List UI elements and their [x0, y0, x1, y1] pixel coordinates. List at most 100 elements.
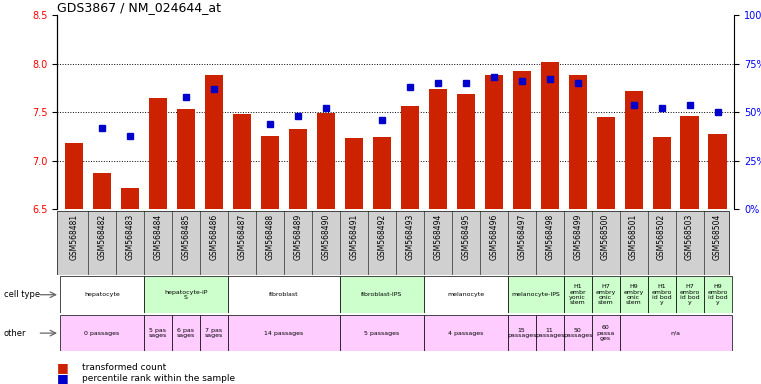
Text: GDS3867 / NM_024644_at: GDS3867 / NM_024644_at [57, 1, 221, 14]
Bar [148, 98, 167, 209]
Text: GSM568498: GSM568498 [545, 214, 554, 260]
Bar [513, 71, 530, 209]
Bar [652, 137, 670, 209]
FancyBboxPatch shape [564, 315, 591, 351]
Text: GSM568482: GSM568482 [97, 214, 107, 260]
Bar [597, 117, 615, 209]
Text: GSM568501: GSM568501 [629, 214, 638, 260]
Text: H7
embry
onic
stem: H7 embry onic stem [595, 284, 616, 305]
Bar [177, 109, 195, 209]
FancyBboxPatch shape [508, 315, 536, 351]
FancyBboxPatch shape [228, 276, 339, 313]
Bar [233, 114, 251, 209]
Text: H1
embro
id bod
y: H1 embro id bod y [651, 284, 672, 305]
Bar [625, 91, 643, 209]
Text: GSM568503: GSM568503 [685, 214, 694, 260]
Text: GSM568502: GSM568502 [657, 214, 666, 260]
Text: melanocyte-IPS: melanocyte-IPS [511, 292, 560, 297]
Bar [400, 106, 419, 209]
Text: hepatocyte-iP
S: hepatocyte-iP S [164, 290, 208, 300]
Text: 60
passa
ges: 60 passa ges [597, 325, 615, 341]
Text: 5 passages: 5 passages [364, 331, 400, 336]
Text: GSM568499: GSM568499 [573, 214, 582, 260]
Text: 11
passages: 11 passages [535, 328, 565, 338]
Text: GSM568494: GSM568494 [433, 214, 442, 260]
Text: percentile rank within the sample: percentile rank within the sample [82, 374, 235, 383]
FancyBboxPatch shape [591, 276, 619, 313]
FancyBboxPatch shape [591, 315, 619, 351]
Text: ■: ■ [57, 372, 68, 384]
Text: n/a: n/a [670, 331, 680, 336]
Text: 4 passages: 4 passages [448, 331, 483, 336]
Text: H9
embry
onic
stem: H9 embry onic stem [623, 284, 644, 305]
Text: 0 passages: 0 passages [84, 331, 119, 336]
Text: GSM568490: GSM568490 [321, 214, 330, 260]
FancyBboxPatch shape [228, 315, 339, 351]
Bar [457, 94, 475, 209]
FancyBboxPatch shape [172, 315, 200, 351]
Text: fibroblast: fibroblast [269, 292, 298, 297]
Text: GSM568486: GSM568486 [209, 214, 218, 260]
FancyBboxPatch shape [648, 276, 676, 313]
FancyBboxPatch shape [424, 315, 508, 351]
Bar [540, 62, 559, 209]
Text: GSM568497: GSM568497 [517, 214, 526, 260]
Text: GSM568484: GSM568484 [153, 214, 162, 260]
Text: GSM568496: GSM568496 [489, 214, 498, 260]
FancyBboxPatch shape [339, 315, 424, 351]
Text: 15
passages: 15 passages [507, 328, 537, 338]
Text: GSM568493: GSM568493 [405, 214, 414, 260]
FancyBboxPatch shape [619, 276, 648, 313]
Bar [205, 76, 223, 209]
FancyBboxPatch shape [144, 276, 228, 313]
Text: GSM568492: GSM568492 [377, 214, 387, 260]
Bar [93, 174, 111, 209]
Text: 7 pas
sages: 7 pas sages [205, 328, 223, 338]
Text: GSM568488: GSM568488 [266, 214, 274, 260]
FancyBboxPatch shape [424, 276, 508, 313]
Text: 5 pas
sages: 5 pas sages [148, 328, 167, 338]
Text: GSM568504: GSM568504 [713, 214, 722, 260]
FancyBboxPatch shape [676, 276, 704, 313]
Text: 6 pas
sages: 6 pas sages [177, 328, 195, 338]
Text: GSM568500: GSM568500 [601, 214, 610, 260]
Bar [708, 134, 727, 209]
Bar [428, 89, 447, 209]
Text: GSM568491: GSM568491 [349, 214, 358, 260]
FancyBboxPatch shape [60, 276, 144, 313]
Text: GSM568487: GSM568487 [237, 214, 247, 260]
Text: GSM568483: GSM568483 [126, 214, 135, 260]
Text: hepatocyte: hepatocyte [84, 292, 119, 297]
Text: GSM568481: GSM568481 [69, 214, 78, 260]
Bar [121, 188, 139, 209]
Text: H9
embro
id bod
y: H9 embro id bod y [708, 284, 728, 305]
Bar [345, 137, 363, 209]
Text: melanocyte: melanocyte [447, 292, 484, 297]
FancyBboxPatch shape [508, 276, 564, 313]
Bar [373, 137, 391, 209]
Bar [485, 76, 503, 209]
FancyBboxPatch shape [144, 315, 172, 351]
Text: other: other [4, 329, 27, 338]
Text: fibroblast-IPS: fibroblast-IPS [361, 292, 403, 297]
Bar [65, 143, 83, 209]
Text: 50
passages: 50 passages [563, 328, 592, 338]
Text: GSM568489: GSM568489 [293, 214, 302, 260]
FancyBboxPatch shape [619, 315, 731, 351]
FancyBboxPatch shape [60, 315, 144, 351]
FancyBboxPatch shape [200, 315, 228, 351]
Text: H1
embr
yonic
stem: H1 embr yonic stem [569, 284, 586, 305]
FancyBboxPatch shape [704, 276, 731, 313]
Text: GSM568495: GSM568495 [461, 214, 470, 260]
Text: H7
embro
id bod
y: H7 embro id bod y [680, 284, 700, 305]
Text: GSM568485: GSM568485 [181, 214, 190, 260]
Bar [317, 113, 335, 209]
Text: 14 passages: 14 passages [264, 331, 304, 336]
FancyBboxPatch shape [536, 315, 564, 351]
Bar [261, 136, 279, 209]
Bar [288, 129, 307, 209]
Text: ■: ■ [57, 361, 68, 374]
Bar [680, 116, 699, 209]
FancyBboxPatch shape [564, 276, 591, 313]
Bar [568, 74, 587, 209]
